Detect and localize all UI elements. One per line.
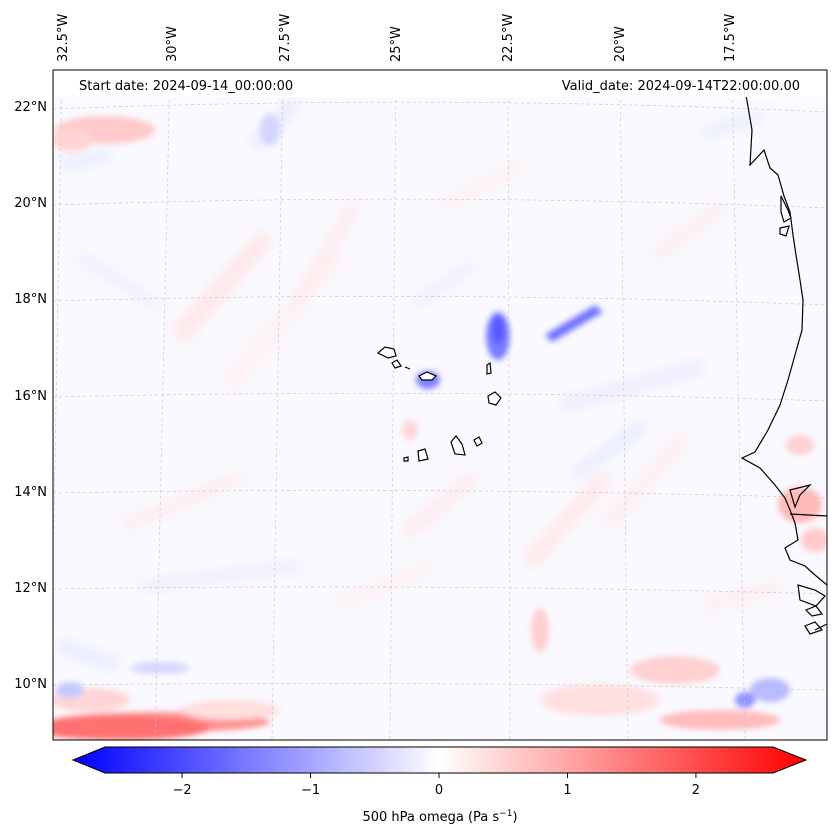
colorbar-tick-label: 0 — [435, 783, 443, 798]
colorbar-tick-label: −2 — [172, 783, 191, 798]
longitude-labels: 32.5°W 30°W 27.5°W 25°W 22.5°W 20°W 17.5… — [56, 14, 738, 62]
latitude-labels: 22°N 20°N 18°N 16°N 14°N 12°N 10°N — [14, 100, 47, 692]
lon-label: 32.5°W — [56, 14, 71, 62]
lon-label: 17.5°W — [723, 14, 738, 62]
lat-label: 10°N — [14, 677, 47, 692]
colorbar-bar — [71, 746, 808, 774]
colorbar: −2 −1 0 1 2 500 hPa omega (Pa s−1) — [71, 746, 808, 825]
header-band — [53, 70, 827, 97]
colorbar-ticks: −2 −1 0 1 2 — [172, 773, 700, 798]
lon-label: 20°W — [613, 26, 628, 62]
omega-field — [53, 70, 827, 740]
colorbar-tick-label: 2 — [692, 783, 700, 798]
colorbar-label: 500 hPa omega (Pa s−1) — [362, 809, 517, 825]
valid-date-label: Valid_date: 2024-09-14T22:00:00.00 — [562, 79, 800, 94]
lon-label: 25°W — [389, 26, 404, 62]
graticule — [53, 70, 827, 740]
lat-label: 16°N — [14, 389, 47, 404]
lon-label: 27.5°W — [278, 14, 293, 62]
coastline — [740, 70, 827, 635]
colorbar-tick-label: −1 — [301, 783, 320, 798]
start-date-label: Start date: 2024-09-14_00:00:00 — [79, 79, 293, 94]
lat-label: 18°N — [14, 292, 47, 307]
lat-label: 14°N — [14, 485, 47, 500]
lat-label: 22°N — [14, 100, 47, 115]
lon-label: 30°W — [165, 26, 180, 62]
lon-label: 22.5°W — [501, 14, 516, 62]
cape-verde-islands — [376, 346, 502, 462]
colorbar-tick-label: 1 — [563, 783, 571, 798]
map-frame — [52, 69, 828, 741]
lat-label: 20°N — [14, 196, 47, 211]
lat-label: 12°N — [14, 581, 47, 596]
